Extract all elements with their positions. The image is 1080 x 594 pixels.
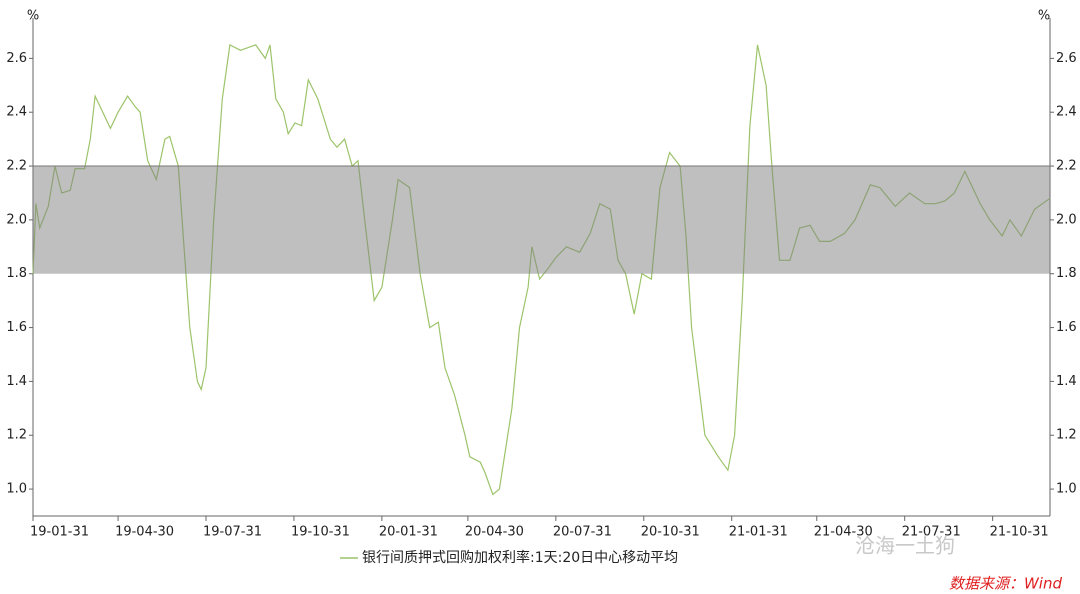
y-tick-label-right: 2.4 — [1056, 105, 1077, 120]
y-tick-label-right: 1.6 — [1056, 320, 1077, 335]
x-tick-label: 19-10-31 — [291, 525, 350, 540]
y-tick-label-right: 2.6 — [1056, 51, 1077, 66]
y-tick-label-right: 2.0 — [1056, 212, 1077, 227]
x-tick-label: 19-04-30 — [115, 525, 174, 540]
x-tick-label: 21-10-31 — [990, 525, 1049, 540]
y-unit-left: % — [27, 9, 39, 24]
x-tick-label: 19-01-31 — [30, 525, 89, 540]
x-tick-label: 21-01-31 — [729, 525, 788, 540]
shaded-band — [33, 166, 1050, 274]
y-tick-label-right: 1.8 — [1056, 266, 1077, 281]
x-tick-label: 20-01-31 — [379, 525, 438, 540]
y-tick-label: 1.8 — [6, 266, 27, 281]
y-tick-label: 2.2 — [6, 159, 27, 174]
legend-label: 银行间质押式回购加权利率:1天:20日中心移动平均 — [362, 549, 678, 566]
y-unit-right: % — [1038, 9, 1050, 24]
y-tick-label-right: 2.2 — [1056, 159, 1077, 174]
watermark: 沧海一土狗 — [855, 534, 955, 558]
y-tick-label: 2.4 — [6, 105, 27, 120]
y-tick-label: 1.4 — [6, 374, 27, 389]
y-tick-label: 2.0 — [6, 212, 27, 227]
x-tick-label: 21-04-30 — [814, 525, 873, 540]
y-tick-label: 1.6 — [6, 320, 27, 335]
x-tick-label: 20-04-30 — [465, 525, 524, 540]
y-tick-label: 1.2 — [6, 428, 27, 443]
y-tick-label-right: 1.2 — [1056, 428, 1077, 443]
y-tick-label-right: 1.4 — [1056, 374, 1077, 389]
x-tick-label: 20-10-31 — [641, 525, 700, 540]
y-tick-label: 2.6 — [6, 51, 27, 66]
x-tick-label: 19-07-31 — [203, 525, 262, 540]
x-tick-label: 20-07-31 — [553, 525, 612, 540]
y-tick-label-right: 1.0 — [1056, 482, 1077, 497]
x-tick-label: 21-07-31 — [902, 525, 961, 540]
source: 数据来源：Wind — [949, 575, 1063, 593]
y-tick-label: 1.0 — [6, 482, 27, 497]
